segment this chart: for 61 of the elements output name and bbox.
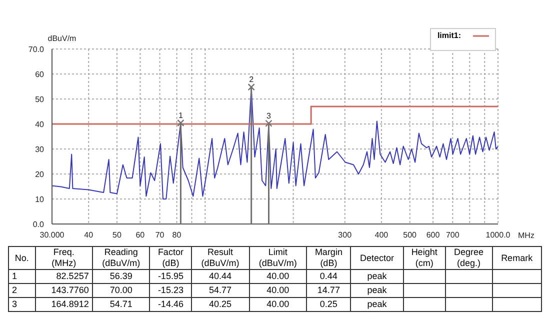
x-tick-label: 70 <box>155 230 165 240</box>
text: 82.5257 <box>56 271 89 281</box>
text: 40.00 <box>266 285 290 295</box>
text: 1 <box>12 271 18 281</box>
text: 70.00 <box>110 285 132 295</box>
y-tick-label: 40 <box>35 120 45 129</box>
text: 40.00 <box>266 299 290 309</box>
text: 54.71 <box>110 299 132 309</box>
text: -15.95 <box>158 271 184 281</box>
category-label: Reading (dBuV/m) <box>92 246 150 270</box>
x-tick-label: 60 <box>136 230 146 240</box>
x-tick-label: 1000.0 <box>486 230 511 240</box>
y-tick-label: 0.0 <box>32 220 45 229</box>
category-label: Freq. (MHz) <box>35 246 92 270</box>
text: 3 <box>12 299 18 309</box>
x-tick-label: 50 <box>112 230 122 240</box>
text: 143.7760 <box>51 285 89 295</box>
category-label: Degree (deg.) <box>445 246 492 270</box>
text: 2 <box>12 285 18 295</box>
text: 14.77 <box>317 285 340 295</box>
text: 40.00 <box>266 271 290 281</box>
text: 0.25 <box>320 299 338 309</box>
x-tick-label: 400 <box>374 230 389 240</box>
y-tick-label: 50 <box>35 94 45 104</box>
category-label: Limit (dBuV/m) <box>249 246 307 270</box>
category-label: No. <box>8 246 36 270</box>
annotation: 1 <box>178 110 184 120</box>
text: 40.44 <box>209 271 232 281</box>
category-label: Remark <box>492 246 542 270</box>
text: peak <box>367 285 387 295</box>
x-tick-label: 40 <box>84 230 94 240</box>
category-label: Detector <box>350 246 404 270</box>
y-tick-label: 20 <box>35 170 45 179</box>
x-tick-label: 30.000 <box>40 230 65 240</box>
text: 164.8912 <box>51 299 89 309</box>
x-tick-label: 500 <box>403 230 418 240</box>
x-tick-label: 300 <box>338 230 352 240</box>
category-label: Height (cm) <box>403 246 446 270</box>
annotation: 2 <box>249 75 254 84</box>
x-tick-label: 80 <box>172 230 182 240</box>
text: -15.23 <box>158 285 184 295</box>
x-axis-title: MHz <box>518 230 534 240</box>
category-label: Result (dBuV/m) <box>192 246 250 270</box>
category-label: Margin (dB) <box>306 246 351 270</box>
y-tick-label: 10 <box>35 194 45 204</box>
text: -14.46 <box>158 299 184 309</box>
y-axis-title: dBuV/m <box>48 34 77 43</box>
text: 40.25 <box>209 299 232 309</box>
text: 56.39 <box>110 271 132 281</box>
annotation: 3 <box>266 111 272 120</box>
category-label: Factor (dB) <box>150 246 192 270</box>
text: 0.44 <box>320 271 338 281</box>
legend-label: limit1: <box>437 31 461 40</box>
y-tick-label: 60 <box>35 70 45 79</box>
text: 54.77 <box>209 285 232 295</box>
text: peak <box>367 271 387 281</box>
y-tick-label: 70.0 <box>28 44 45 54</box>
text: peak <box>367 299 387 309</box>
x-tick-label: 600 <box>426 230 440 240</box>
y-tick-label: 30 <box>35 144 45 154</box>
x-tick-label: 700 <box>446 230 460 240</box>
